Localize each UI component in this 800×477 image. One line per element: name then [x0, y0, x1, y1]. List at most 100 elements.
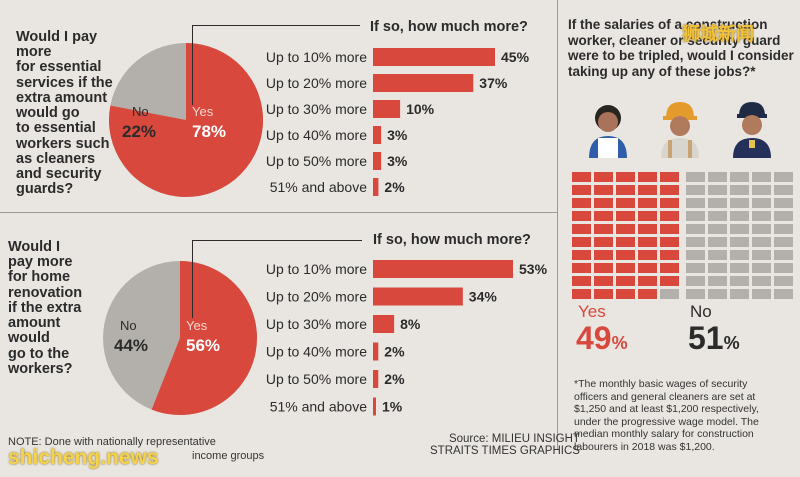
footnote-line: *The monthly basic wages of security [574, 378, 748, 390]
waffle-cell-yes [572, 172, 591, 182]
waffle-cell-yes [616, 211, 635, 221]
question-line: for home [8, 269, 71, 286]
waffle-cell-no [752, 237, 771, 247]
waffle-cell-no [686, 185, 705, 195]
question-line: for essential [16, 59, 102, 76]
waffle-cell-yes [660, 172, 679, 182]
bar [373, 397, 376, 416]
waffle-cell-yes [638, 237, 657, 247]
waffle-cell-yes [616, 185, 635, 195]
waffle-cell-yes [594, 172, 613, 182]
bar-value-label: 10% [406, 101, 435, 117]
waffle-cell-no [752, 289, 771, 299]
bar-category-label: Up to 10% more [266, 49, 367, 65]
pie-yes-value: 78% [192, 122, 226, 141]
bar-value-label: 3% [387, 127, 408, 143]
waffle-cell-no [686, 250, 705, 260]
callout-line-2 [192, 240, 193, 318]
waffle-cell-no [686, 172, 705, 182]
question-line: pay more [8, 254, 73, 271]
waffle-cell-yes [594, 263, 613, 273]
bar-category-label: 51% and above [270, 399, 368, 415]
waffle-cell-yes [594, 211, 613, 221]
bar-category-label: Up to 20% more [266, 289, 367, 305]
panel2-question: Would I pay more for home renovation if … [8, 239, 108, 377]
pie-1-slices [108, 43, 263, 197]
bar [373, 126, 382, 144]
bar-value-label: 34% [469, 289, 498, 305]
bar [373, 48, 495, 66]
question-line: extra amount [16, 89, 108, 106]
waffle-cell-yes [594, 224, 613, 234]
waffle-cell-no [708, 172, 727, 182]
waffle-cell-no [686, 198, 705, 208]
waffle-cell-yes [594, 250, 613, 260]
question-line: if the extra [8, 299, 82, 316]
bar-category-label: Up to 50% more [266, 153, 367, 169]
waffle-cell-yes [594, 289, 613, 299]
waffle-cell-no [708, 276, 727, 286]
bar-category-label: Up to 40% more [266, 127, 367, 143]
waffle-cell-yes [660, 237, 679, 247]
bar-value-label: 2% [384, 371, 405, 387]
waffle-cell-no [752, 211, 771, 221]
waffle-cell-yes [616, 276, 635, 286]
bar-category-label: Up to 30% more [266, 316, 367, 332]
cleaner-icon [589, 105, 627, 158]
callout-line-1 [192, 25, 193, 105]
yes-pct-sign: % [611, 333, 628, 353]
waffle-cell-no [752, 185, 771, 195]
bar-category-label: Up to 10% more [266, 261, 367, 277]
waffle-cell-no [774, 263, 793, 273]
waffle-cell-no [730, 198, 749, 208]
waffle-cell-yes [638, 198, 657, 208]
bar [373, 152, 382, 170]
waffle-cell-yes [572, 250, 591, 260]
waffle-cell-no [708, 263, 727, 273]
waffle-cell-yes [638, 276, 657, 286]
divider-vertical [557, 0, 558, 450]
waffle-cell-yes [638, 172, 657, 182]
waffle-cell-yes [616, 289, 635, 299]
waffle-cell-no [730, 237, 749, 247]
question-line: taking up any of these jobs?* [568, 63, 756, 79]
callout-line-1-top [192, 25, 360, 26]
waffle-cell-no [730, 211, 749, 221]
question-line: guards? [16, 181, 74, 198]
waffle-cell-no [686, 237, 705, 247]
waffle-cell-no [752, 276, 771, 286]
waffle-cell-no [686, 276, 705, 286]
pie-chart-2: No 44% Yes 56% [103, 261, 257, 415]
waffle-yes-label: Yes [578, 302, 606, 321]
pie-slice-yes [151, 261, 257, 415]
bar-value-label: 45% [501, 49, 530, 65]
bar-category-label: 51% and above [270, 179, 368, 195]
panel3-question: If the salaries of a construction worker… [568, 17, 794, 79]
panel1-subtitle: If so, how much more? [370, 19, 528, 35]
pie-no-label: No [120, 318, 137, 333]
bar [373, 260, 513, 278]
footnote-line: median monthly salary for construction [574, 428, 754, 441]
footnote-line: labourers in 2018 was $1,200. [574, 440, 715, 453]
no-number: 51 [688, 320, 724, 356]
pie-yes-value: 56% [186, 336, 220, 355]
source-credit: Source: MILIEU INSIGHT STRAITS TIMES GRA… [430, 433, 580, 457]
waffle-cell-no [708, 198, 727, 208]
waffle-cell-no [730, 224, 749, 234]
waffle-cell-yes [638, 211, 657, 221]
pie-yes-label: Yes [186, 318, 208, 333]
waffle-no-label: No [690, 302, 712, 321]
waffle-cell-no [708, 185, 727, 195]
question-line: to essential [16, 120, 96, 137]
waffle-cell-yes [638, 224, 657, 234]
waffle-cell-yes [572, 263, 591, 273]
waffle-cell-no [752, 172, 771, 182]
pie-no-value: 22% [122, 122, 156, 141]
waffle-cell-yes [616, 237, 635, 247]
pie-no-value: 44% [114, 336, 148, 355]
question-line: renovation [8, 284, 83, 301]
no-pct-sign: % [723, 333, 740, 353]
waffle-cell-yes [660, 276, 679, 286]
waffle-cell-no [774, 224, 793, 234]
waffle-cell-yes [660, 198, 679, 208]
